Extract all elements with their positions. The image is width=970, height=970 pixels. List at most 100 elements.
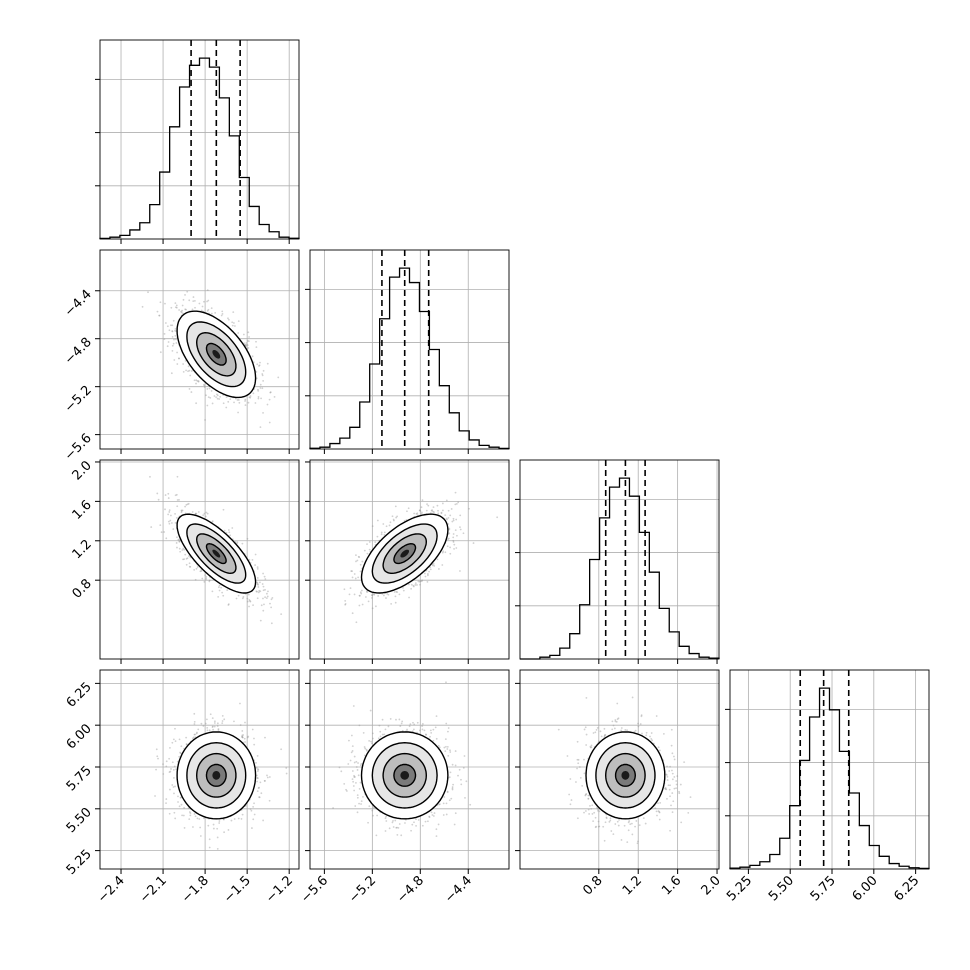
sample-point (268, 776, 271, 778)
sample-point (454, 503, 457, 506)
sample-point (227, 604, 230, 606)
sample-point (351, 570, 354, 573)
sample-point (194, 300, 196, 302)
sample-point (176, 475, 179, 478)
sample-point (196, 566, 199, 568)
sample-point (390, 602, 393, 605)
sample-point (344, 603, 347, 606)
sample-point (171, 330, 174, 332)
sample-point (174, 329, 176, 332)
sample-point (197, 380, 200, 383)
sample-point (213, 720, 216, 723)
sample-point (181, 309, 183, 312)
sample-point (244, 404, 247, 407)
sample-point (177, 538, 180, 541)
sample-point (187, 365, 190, 368)
sample-point (174, 302, 177, 305)
sample-point (256, 768, 259, 770)
sample-point (426, 580, 429, 583)
sample-point (234, 397, 237, 400)
sample-point (221, 715, 224, 717)
sample-point (174, 817, 177, 820)
sample-point (254, 402, 257, 404)
sample-point (252, 818, 255, 821)
sample-point (170, 514, 172, 517)
sample-point (189, 565, 192, 568)
sample-point (259, 581, 261, 584)
sample-point (442, 550, 445, 553)
sample-point (256, 567, 259, 570)
sample-point (452, 541, 455, 543)
sample-point (361, 560, 364, 563)
sample-point (206, 388, 209, 390)
sample-point (147, 291, 149, 294)
sample-point (248, 396, 251, 399)
sample-point (252, 392, 255, 395)
contour-line (176, 513, 257, 594)
density-layer (141, 289, 280, 429)
sample-point (172, 342, 175, 345)
sample-point (248, 336, 250, 338)
sample-point (265, 592, 268, 595)
sample-point (234, 325, 236, 327)
sample-point (372, 593, 375, 595)
sample-point (259, 590, 262, 593)
sample-point (159, 301, 162, 304)
sample-point (187, 370, 189, 373)
sample-point (371, 594, 374, 597)
histogram-step (520, 477, 720, 660)
sample-point (468, 507, 470, 510)
sample-point (441, 502, 444, 505)
sample-point (258, 365, 260, 367)
sample-point (262, 589, 265, 592)
sample-point (358, 604, 361, 607)
sample-point (164, 302, 166, 305)
sample-point (258, 364, 261, 367)
sample-point (444, 551, 447, 554)
sample-point (264, 578, 267, 580)
sample-point (193, 733, 196, 736)
sample-point (178, 540, 181, 543)
sample-point (171, 324, 174, 327)
sample-point (242, 734, 245, 736)
sample-point (232, 322, 235, 324)
sample-point (449, 552, 452, 555)
sample-point (247, 735, 250, 738)
sample-point (149, 475, 151, 478)
sample-point (459, 570, 461, 572)
sample-point (141, 305, 144, 308)
sample-point (167, 492, 170, 495)
sample-point (248, 599, 251, 601)
sample-point (393, 519, 395, 522)
sample-point (453, 547, 455, 550)
sample-point (204, 515, 207, 518)
sample-point (354, 577, 357, 580)
sample-point (385, 525, 388, 528)
sample-point (206, 729, 209, 732)
sample-point (424, 575, 427, 578)
sample-point (259, 426, 262, 429)
sample-point (462, 532, 465, 535)
sample-point (188, 555, 190, 557)
sample-point (269, 391, 272, 394)
sample-point (273, 395, 276, 398)
sample-point (348, 593, 351, 596)
contour-line (195, 331, 237, 377)
sample-point (190, 370, 193, 372)
sample-point (427, 504, 430, 507)
sample-point (360, 592, 363, 595)
y-tick-label: −4.8 (62, 335, 95, 368)
sample-point (382, 594, 385, 597)
sample-point (452, 519, 455, 522)
sample-point (159, 351, 162, 354)
sample-point (256, 777, 259, 780)
sample-point (205, 577, 208, 580)
sample-point (168, 771, 171, 774)
panel-frame (99, 39, 300, 240)
sample-point (262, 585, 265, 588)
sample-point (184, 505, 187, 508)
sample-point (197, 380, 200, 382)
sample-point (266, 362, 269, 365)
sample-point (359, 570, 362, 573)
sample-point (358, 594, 361, 597)
